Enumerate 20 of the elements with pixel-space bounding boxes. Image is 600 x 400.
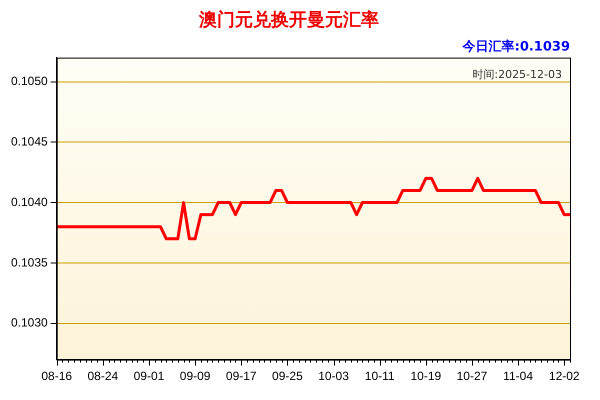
x-tick-label: 10-27 xyxy=(456,369,488,384)
chart-title: 澳门元兑换开曼元汇率 xyxy=(198,9,379,30)
y-tick-label: 0.1035 xyxy=(11,255,48,270)
x-tick-label: 08-16 xyxy=(41,369,72,384)
y-tick-label: 0.1050 xyxy=(11,74,48,88)
x-tick-label: 09-09 xyxy=(180,369,211,384)
x-tick-label: 09-17 xyxy=(226,369,257,384)
text: 今日汇率:0.1039 xyxy=(462,38,570,54)
x-tick-label: 11-04 xyxy=(503,369,534,384)
x-tick-label: 10-11 xyxy=(364,369,395,384)
x-tick-label: 12-02 xyxy=(548,369,580,384)
y-tick-label: 0.1030 xyxy=(11,316,48,330)
x-tick-label: 10-19 xyxy=(410,369,442,384)
y-tick-label: 0.1045 xyxy=(11,134,48,148)
x-tick-label: 10-03 xyxy=(318,369,350,384)
annotation: 时间:2025-12-03 xyxy=(472,68,562,81)
y-tick-label: 0.1040 xyxy=(11,194,48,209)
x-tick-label: 09-25 xyxy=(272,369,304,384)
x-tick-label: 08-24 xyxy=(87,369,119,384)
x-tick-label: 09-01 xyxy=(134,369,165,384)
